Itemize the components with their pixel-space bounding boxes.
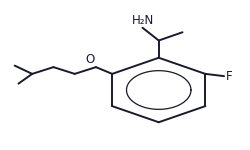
Text: F: F xyxy=(226,70,233,83)
Text: O: O xyxy=(86,53,95,66)
Text: H₂N: H₂N xyxy=(132,14,154,27)
